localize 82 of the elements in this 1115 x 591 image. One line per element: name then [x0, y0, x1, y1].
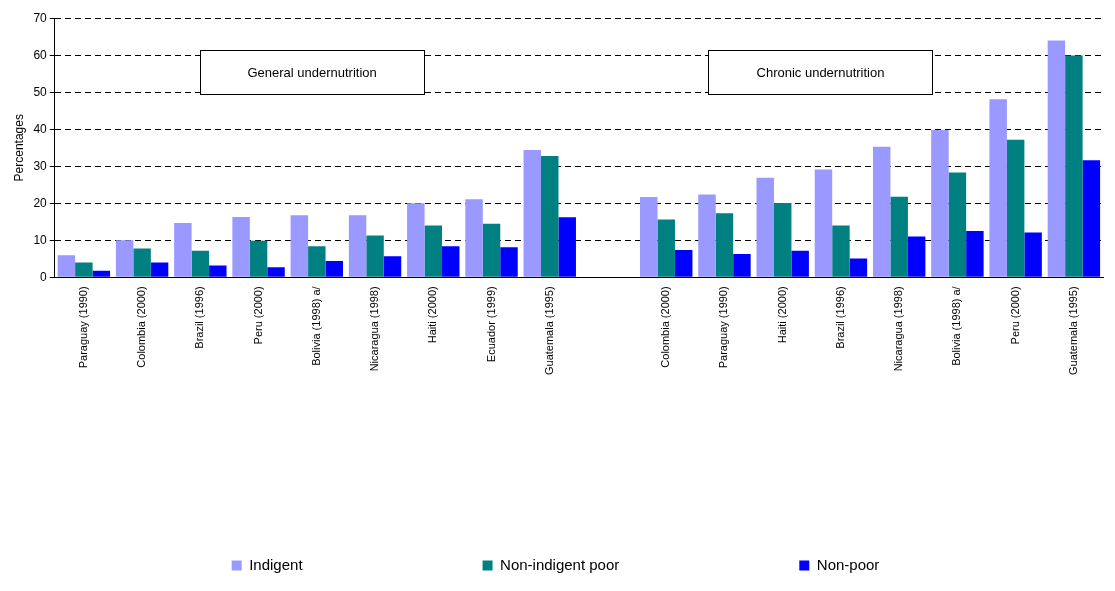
bar — [640, 197, 658, 277]
x-tick-label: Bolivia (1998) a/ — [950, 285, 963, 366]
x-tick-label: Haiti (2000) — [775, 286, 788, 344]
legend-label: Non-indigent poor — [500, 555, 620, 573]
bar — [832, 225, 850, 277]
bar — [1047, 40, 1066, 277]
bar — [948, 172, 967, 277]
bar — [482, 223, 501, 277]
annotation: Chronic undernutrition — [756, 64, 885, 80]
x-tick-label: Colombia (2000) — [659, 286, 672, 368]
bar — [814, 169, 833, 277]
bar — [989, 99, 1007, 277]
x-tick-label: Brazil (1996) — [193, 286, 206, 349]
legend-label: Indigent — [249, 555, 304, 573]
y-tick-label: 40 — [33, 121, 48, 136]
bar — [308, 246, 326, 277]
bar — [791, 250, 809, 277]
bar — [115, 240, 134, 277]
bar — [849, 258, 868, 277]
bar — [442, 246, 460, 277]
x-tick-label: Colombia (2000) — [135, 286, 148, 368]
x-tick-label: Guatemala (1995) — [1066, 286, 1079, 376]
bar — [465, 199, 483, 277]
bar — [733, 254, 751, 277]
y-axis-title: Percentages — [11, 114, 26, 182]
bar — [1065, 55, 1083, 277]
bar — [698, 194, 716, 277]
bar — [174, 222, 192, 277]
x-tick-label: Nicaragua (1998) — [892, 286, 905, 372]
bar — [57, 255, 76, 277]
x-tick-label: Peru (2000) — [251, 286, 264, 345]
y-tick-label: 70 — [33, 10, 48, 25]
y-tick-label: 60 — [33, 47, 48, 62]
bar — [756, 177, 774, 277]
bar — [150, 262, 169, 277]
bar — [249, 240, 268, 277]
annotation: General undernutrition — [247, 64, 377, 80]
bar — [541, 155, 559, 277]
bar — [890, 196, 908, 277]
x-tick-label: Ecuador (1999) — [484, 286, 497, 363]
bar — [1006, 139, 1025, 277]
bar — [966, 231, 984, 277]
legend-label: Non-poor — [816, 555, 880, 573]
bar — [92, 270, 111, 277]
bar — [674, 249, 693, 277]
bar — [75, 262, 93, 277]
x-tick-label: Guatemala (1995) — [542, 286, 555, 376]
bar — [773, 202, 792, 277]
bar — [931, 130, 949, 277]
y-tick-label: 30 — [33, 158, 48, 173]
bar — [191, 250, 210, 277]
x-tick-label: Bolivia (1998) a/ — [309, 285, 322, 366]
bar — [325, 261, 344, 277]
bar — [366, 235, 384, 277]
y-tick-label: 50 — [33, 84, 48, 99]
bar — [290, 215, 309, 277]
x-tick-label: Peru (2000) — [1008, 286, 1021, 345]
y-tick-label: 0 — [40, 269, 48, 284]
bar — [558, 217, 576, 277]
bar — [383, 256, 402, 277]
bar — [424, 225, 443, 277]
bar — [657, 219, 675, 277]
y-tick-label: 10 — [33, 232, 48, 247]
x-tick-label: Brazil (1996) — [833, 286, 846, 349]
x-tick-label: Paraguay (1990) — [76, 286, 89, 369]
bar — [500, 247, 518, 277]
bar — [715, 213, 734, 277]
bar — [209, 265, 227, 277]
bar — [872, 146, 891, 277]
bar — [1024, 232, 1042, 277]
bar — [907, 236, 926, 277]
bar — [523, 149, 542, 277]
bar — [267, 267, 285, 277]
x-tick-label: Paraguay (1990) — [717, 286, 730, 369]
bar — [407, 203, 425, 277]
x-tick-label: Nicaragua (1998) — [368, 286, 381, 372]
bar — [133, 248, 151, 277]
x-tick-label: Haiti (2000) — [426, 286, 439, 344]
bar — [232, 217, 250, 277]
bar — [348, 215, 367, 277]
bar — [1082, 160, 1101, 277]
y-tick-label: 20 — [33, 195, 48, 210]
